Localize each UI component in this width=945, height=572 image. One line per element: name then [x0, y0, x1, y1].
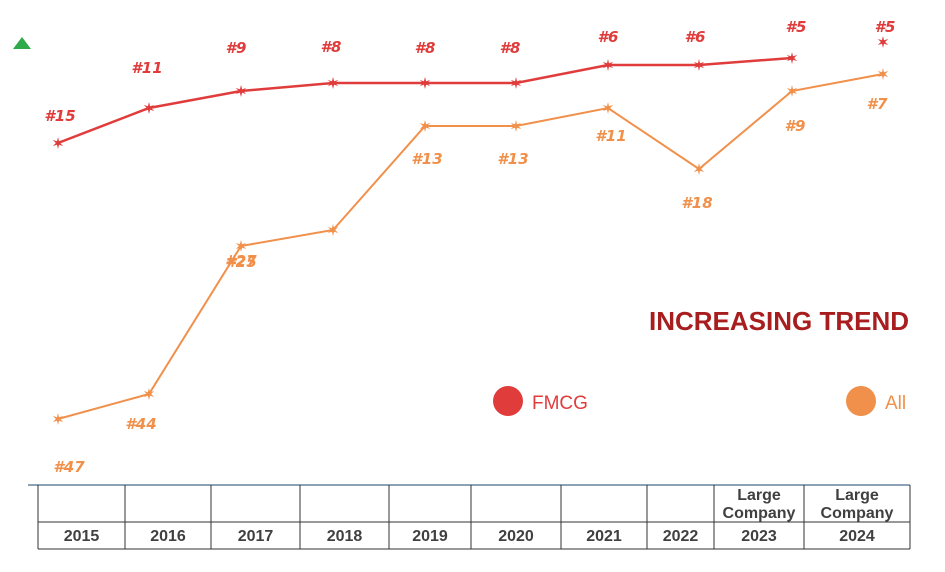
- marker-all-2022: [693, 163, 705, 175]
- marker-all-2017: [235, 240, 247, 252]
- table-year-2017: 2017: [238, 528, 274, 545]
- table-year-2022: 2022: [663, 528, 699, 545]
- data-labels: #47 #44 #27#25 #13 #13 #11 #18 #9 #7 #15 #11 #9 #8 #8…: [44, 18, 895, 476]
- table-year-2016: 2016: [150, 528, 186, 545]
- marker-all-2019: [419, 120, 431, 132]
- series-line-all: [57, 73, 884, 420]
- data-label-all-2020: #13: [497, 150, 528, 168]
- data-label-all-2021: #11: [595, 127, 626, 145]
- marker-all-2016: [143, 388, 155, 400]
- marker-fmcg-2016: [143, 102, 155, 114]
- marker-all-2015: [52, 413, 64, 425]
- data-label-all-2019: #13: [411, 150, 442, 168]
- chart-title: INCREASING TREND: [649, 306, 909, 336]
- data-label-fmcg-2023: #5: [786, 18, 807, 36]
- marker-fmcg-2024: [877, 36, 889, 48]
- data-label-fmcg-2021: #6: [598, 28, 619, 46]
- marker-fmcg-2020: [510, 77, 522, 89]
- marker-all-2021: [602, 102, 614, 114]
- data-label-fmcg-2018: #8: [321, 38, 342, 56]
- table-year-2024: 2024: [839, 528, 875, 545]
- data-label-fmcg-2019: #8: [415, 39, 436, 57]
- data-label-fmcg-2024: #5: [875, 18, 896, 36]
- marker-fmcg-2018: [327, 77, 339, 89]
- data-label-all-2018: #25: [225, 253, 256, 271]
- table-note-2024: Large Company: [821, 487, 894, 522]
- data-label-all-2023: #9: [785, 117, 806, 135]
- table-year-2015: 2015: [64, 528, 100, 545]
- legend-fmcg-swatch: [493, 386, 523, 416]
- marker-fmcg-2023: [786, 52, 798, 64]
- marker-all-2020: [510, 120, 522, 132]
- legend-all-swatch: [846, 386, 876, 416]
- data-label-fmcg-2022: #6: [685, 28, 706, 46]
- data-label-all-2022: #18: [681, 194, 712, 212]
- data-label-fmcg-2015: #15: [44, 107, 75, 125]
- table-year-2021: 2021: [586, 528, 622, 545]
- marker-fmcg-2022: [693, 59, 705, 71]
- table-year-2018: 2018: [327, 528, 363, 545]
- table-year-2019: 2019: [412, 528, 448, 545]
- series-lines: [57, 56, 884, 420]
- data-label-all-2017: #27: [225, 252, 257, 270]
- data-label-fmcg-2017: #9: [226, 39, 247, 57]
- legend-fmcg-label: FMCG: [532, 393, 588, 414]
- legend: FMCG All: [493, 386, 906, 416]
- table-year-2023: 2023: [741, 528, 777, 545]
- data-label-all-2024: #7: [867, 95, 888, 113]
- table-year-2020: 2020: [498, 528, 534, 545]
- marker-fmcg-2019: [419, 77, 431, 89]
- year-table: 2015 2016 2017 2018 2019 2020 2021 2022 2023 2024…: [28, 484, 911, 550]
- marker-all-2023: [786, 85, 798, 97]
- marker-fmcg-2017: [235, 85, 247, 97]
- table-note-2023: Large Company: [723, 487, 796, 522]
- data-label-all-2016: #44: [125, 415, 156, 433]
- green-triangle-icon: [13, 37, 31, 49]
- marker-all-2024: [877, 68, 889, 80]
- data-label-all-2015: #47: [53, 458, 85, 476]
- marker-fmcg-2021: [602, 59, 614, 71]
- series-markers: [52, 36, 889, 425]
- marker-fmcg-2015: [52, 137, 64, 149]
- data-label-fmcg-2016: #11: [131, 59, 162, 77]
- legend-all-label: All: [885, 393, 906, 414]
- data-label-fmcg-2020: #8: [500, 39, 521, 57]
- marker-all-2018: [327, 224, 339, 236]
